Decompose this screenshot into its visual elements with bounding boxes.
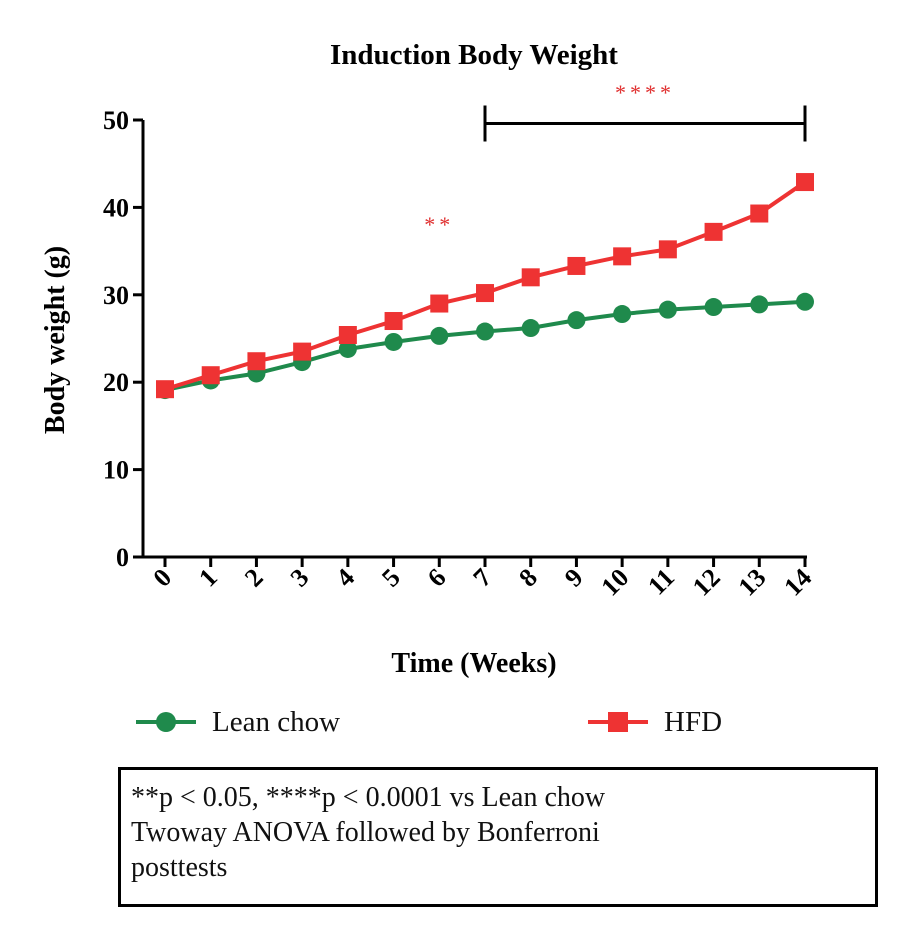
data-point <box>796 173 814 192</box>
data-point <box>247 352 266 371</box>
footnote-line-2: Twoway ANOVA followed by Bonferroni <box>131 817 600 848</box>
data-point <box>567 256 586 275</box>
data-point <box>658 240 677 259</box>
data-point <box>384 312 403 331</box>
significance-annotations: ****** <box>424 80 807 237</box>
footnote-line-3: posttests <box>131 852 228 883</box>
x-tick-label: 14 <box>778 563 817 602</box>
data-point <box>658 300 677 319</box>
data-point <box>704 222 723 241</box>
data-point <box>476 322 494 341</box>
x-tick-label: 12 <box>687 563 726 602</box>
significance-label: **** <box>615 80 675 105</box>
y-tick-label: 40 <box>103 193 129 222</box>
legend-marker-square-icon <box>588 712 648 732</box>
x-tick-label: 3 <box>285 563 315 593</box>
data-point <box>613 247 632 266</box>
data-point <box>796 292 814 311</box>
legend-label-hfd: HFD <box>664 705 723 738</box>
data-point <box>156 380 174 399</box>
data-point <box>521 268 540 287</box>
x-tick-label: 4 <box>330 563 360 593</box>
data-point <box>430 294 449 313</box>
data-point <box>293 342 312 361</box>
y-tick-label: 50 <box>103 106 129 135</box>
y-tick-label: 0 <box>116 543 129 572</box>
x-tick-label: 1 <box>193 563 223 593</box>
x-tick-label: 6 <box>422 563 452 593</box>
x-tick-label: 2 <box>239 563 269 593</box>
data-point <box>430 326 449 345</box>
x-tick-label: 9 <box>559 563 589 593</box>
legend-label-lean-chow: Lean chow <box>212 705 341 738</box>
y-tick-label: 10 <box>103 456 129 485</box>
x-tick-label: 11 <box>642 563 680 601</box>
legend-item-hfd: HFD <box>588 700 722 744</box>
data-point <box>476 284 494 303</box>
data-point <box>613 305 632 324</box>
series-layer <box>156 173 814 400</box>
x-tick-label: 13 <box>733 563 772 602</box>
x-axis-label: Time (Weeks) <box>391 648 556 679</box>
legend-item-lean-chow: Lean chow <box>136 700 340 744</box>
legend-marker-circle-icon <box>136 712 196 732</box>
data-point <box>384 332 403 351</box>
x-tick-label: 8 <box>513 563 543 593</box>
data-point <box>567 311 586 330</box>
body-weight-chart: Induction Body Weight Body weight (g) Ti… <box>40 39 817 679</box>
significance-label: ** <box>424 212 454 237</box>
statistics-footnote: **p < 0.05, ****p < 0.0001 vs Lean chow … <box>118 767 878 907</box>
chart-title: Induction Body Weight <box>330 39 618 71</box>
x-tick-label: 7 <box>468 563 498 593</box>
legend: Lean chow HFD <box>0 700 908 750</box>
data-point <box>704 298 723 317</box>
y-tick-label: 30 <box>103 281 129 310</box>
data-point <box>338 339 357 358</box>
footnote-line-1: **p < 0.05, ****p < 0.0001 vs Lean chow <box>131 782 606 813</box>
data-point <box>750 204 769 223</box>
data-point <box>750 295 769 314</box>
y-tick-label: 20 <box>103 368 129 397</box>
data-point <box>521 319 540 338</box>
x-tick-label: 0 <box>148 563 178 593</box>
data-point <box>201 366 220 385</box>
series-hfd <box>156 173 814 399</box>
y-axis-label: Body weight (g) <box>40 246 71 434</box>
data-point <box>338 326 357 345</box>
x-tick-label: 5 <box>376 563 406 593</box>
x-tick-label: 10 <box>595 563 634 602</box>
series-lean-chow <box>156 292 814 400</box>
